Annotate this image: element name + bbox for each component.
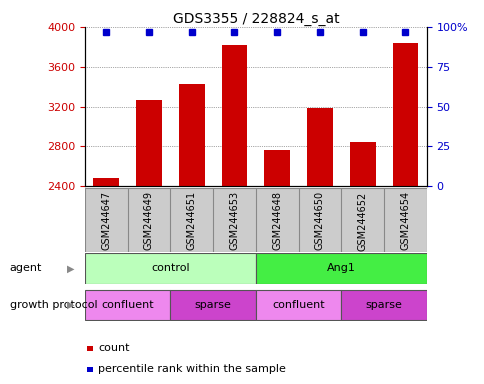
Bar [93,178,119,186]
Bar [85,253,256,283]
Bar [170,290,256,320]
Bar [85,290,170,320]
Text: sparse: sparse [365,300,402,310]
Bar [256,253,426,283]
Text: ▶: ▶ [66,300,74,310]
Bar [349,142,375,186]
Bar [306,108,332,186]
Title: GDS3355 / 228824_s_at: GDS3355 / 228824_s_at [172,12,338,26]
Bar [179,84,204,186]
Bar [221,45,247,186]
Text: percentile rank within the sample: percentile rank within the sample [98,364,285,374]
Text: sparse: sparse [194,300,231,310]
Text: GSM244650: GSM244650 [314,191,324,250]
Bar [264,151,289,186]
Bar [256,290,341,320]
Text: Ang1: Ang1 [326,263,355,273]
Text: control: control [151,263,189,273]
Bar [341,290,426,320]
Text: agent: agent [10,263,42,273]
Text: confluent: confluent [272,300,324,310]
Text: GSM244654: GSM244654 [400,191,409,250]
Text: GSM244647: GSM244647 [101,191,111,250]
Text: GSM244651: GSM244651 [186,191,197,250]
Text: GSM244652: GSM244652 [357,191,367,251]
Text: count: count [98,343,129,353]
Text: GSM244649: GSM244649 [144,191,153,250]
Bar [392,43,417,186]
Text: GSM244648: GSM244648 [272,191,282,250]
Text: GSM244653: GSM244653 [229,191,239,250]
Text: confluent: confluent [101,300,153,310]
Bar [136,99,162,186]
Text: growth protocol: growth protocol [10,300,97,310]
Text: ▶: ▶ [66,263,74,273]
